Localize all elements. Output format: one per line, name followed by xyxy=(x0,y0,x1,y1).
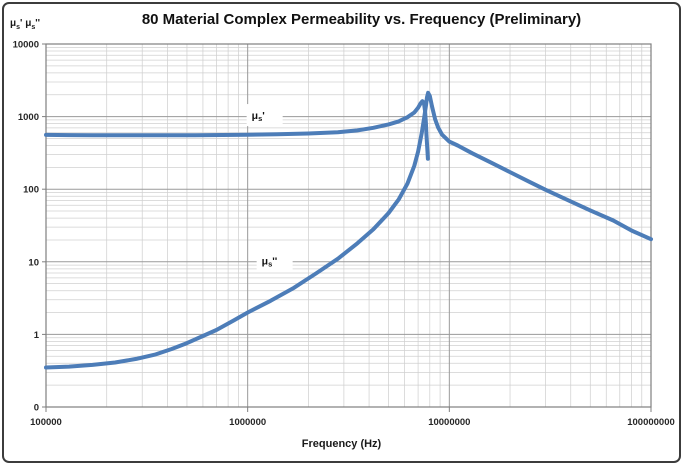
y-tick-label: 10000 xyxy=(13,40,39,51)
series-label-background xyxy=(256,249,293,272)
y-tick-label: 10 xyxy=(28,257,39,268)
series-label-background xyxy=(246,104,283,127)
x-tick-label: 1000000 xyxy=(229,417,266,428)
y-tick-label: 0 xyxy=(34,403,39,414)
chart-title: 80 Material Complex Permeability vs. Fre… xyxy=(141,11,582,28)
x-tick-label: 10000000 xyxy=(428,417,470,428)
mu-prime-curve xyxy=(44,99,430,161)
y-tick-label: 1000 xyxy=(18,112,39,123)
mu-double-prime-series-label: μs'' xyxy=(262,255,278,268)
x-tick-label: 100000000 xyxy=(627,417,675,428)
mu-double-prime-curve xyxy=(44,90,653,370)
x-tick-label: 100000 xyxy=(30,417,62,428)
y-tick-label: 100 xyxy=(23,185,39,196)
x-axis-label: Frequency (Hz) xyxy=(301,438,382,450)
y-tick-label: 1 xyxy=(34,330,40,341)
y-axis-label: μs' μs'' xyxy=(10,18,41,31)
mu-prime-series-label: μs' xyxy=(252,110,265,123)
plot-frame xyxy=(45,43,652,408)
